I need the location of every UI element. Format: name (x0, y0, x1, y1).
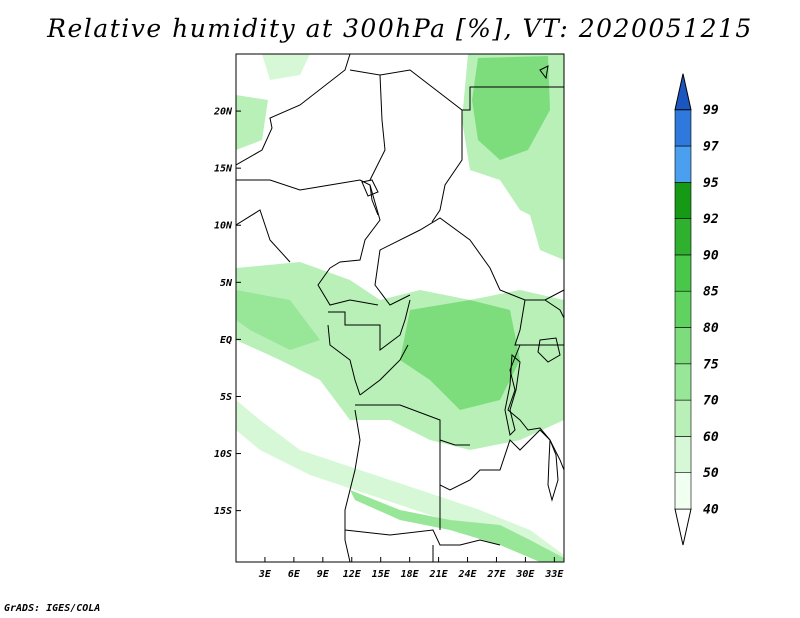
lat-tick-label: 5S (220, 392, 232, 403)
colorbar-label: 80 (703, 321, 719, 336)
lat-tick-label: 15N (214, 164, 233, 175)
chart-title: Relative humidity at 300hPa [%], VT: 202… (47, 14, 753, 43)
colorbar-label: 40 (703, 503, 719, 518)
colorbar-segment (674, 472, 692, 510)
colorbar-label: 99 (703, 103, 719, 118)
humidity-band-south-2 (350, 490, 564, 562)
lon-tick-label: 9E (317, 569, 330, 580)
lake-malawi (547, 439, 559, 502)
humidity-region-coast (236, 290, 320, 350)
lon-tick-label: 3E (258, 569, 272, 580)
lake-small-north (539, 65, 549, 80)
colorbar-segment (674, 363, 692, 401)
lon-tick-label: 15E (372, 569, 391, 580)
colorbar-segment (674, 399, 692, 437)
lat-tick-label: 15S (214, 506, 232, 517)
map-frame (235, 53, 565, 563)
lon-tick-label: 27E (486, 569, 506, 580)
lake-outlines (361, 65, 561, 502)
colorbar-segment (674, 145, 692, 183)
longitude-axis: 3E 6E 9E 12E 15E 18E 21E 24E 27E 30E 33E (258, 557, 564, 580)
lat-tick-label: EQ (220, 335, 232, 346)
colorbar-label: 92 (703, 212, 719, 227)
lat-tick-label: 20N (213, 107, 233, 118)
humidity-band-south-1 (236, 400, 564, 562)
colorbar-label: 97 (703, 140, 719, 155)
humidity-shading (236, 54, 564, 562)
colorbar-segment (674, 436, 692, 473)
colorbar-label: 50 (703, 466, 719, 481)
colorbar-segment (674, 182, 692, 219)
lon-tick-label: 6E (288, 569, 301, 580)
humidity-patch-east (520, 170, 564, 260)
colorbar: 40 50 60 70 75 80 85 90 92 95 97 99 (674, 73, 719, 546)
colorbar-segment (674, 218, 692, 256)
lon-tick-label: 30E (515, 569, 535, 580)
lon-tick-label: 18E (401, 569, 420, 580)
latitude-axis: 20N 15N 10N 5N EQ 5S 10S 15S (213, 107, 241, 517)
colorbar-label: 90 (703, 248, 719, 263)
lon-tick-label: 24E (457, 569, 477, 580)
colorbar-label: 60 (703, 430, 719, 445)
humidity-region-congo-core (400, 300, 520, 410)
colorbar-above-arrow (674, 73, 692, 111)
colorbar-label: 70 (703, 394, 719, 409)
grads-credit: GrADS: IGES/COLA (4, 603, 101, 614)
colorbar-segment (674, 327, 692, 365)
colorbar-label: 95 (703, 176, 719, 191)
colorbar-segment (674, 290, 692, 328)
humidity-region-west (236, 95, 268, 150)
lat-tick-label: 10N (214, 221, 233, 232)
lon-tick-label: 21E (429, 569, 449, 580)
colorbar-below-arrow (674, 508, 692, 546)
lake-chad (361, 179, 379, 197)
country-borders (236, 54, 564, 562)
colorbar-segment (674, 254, 692, 292)
colorbar-label: 85 (703, 285, 719, 300)
lake-tanganyika (504, 353, 521, 437)
humidity-region-ne-core (472, 56, 550, 160)
colorbar-label: 75 (703, 357, 719, 372)
colorbar-segment (674, 109, 692, 147)
lon-tick-label: 12E (343, 569, 362, 580)
lake-victoria (537, 337, 561, 363)
lat-tick-label: 10S (214, 449, 232, 460)
lon-tick-label: 33E (544, 569, 564, 580)
humidity-region-nw-top (262, 54, 310, 80)
lat-tick-label: 5N (220, 278, 233, 289)
